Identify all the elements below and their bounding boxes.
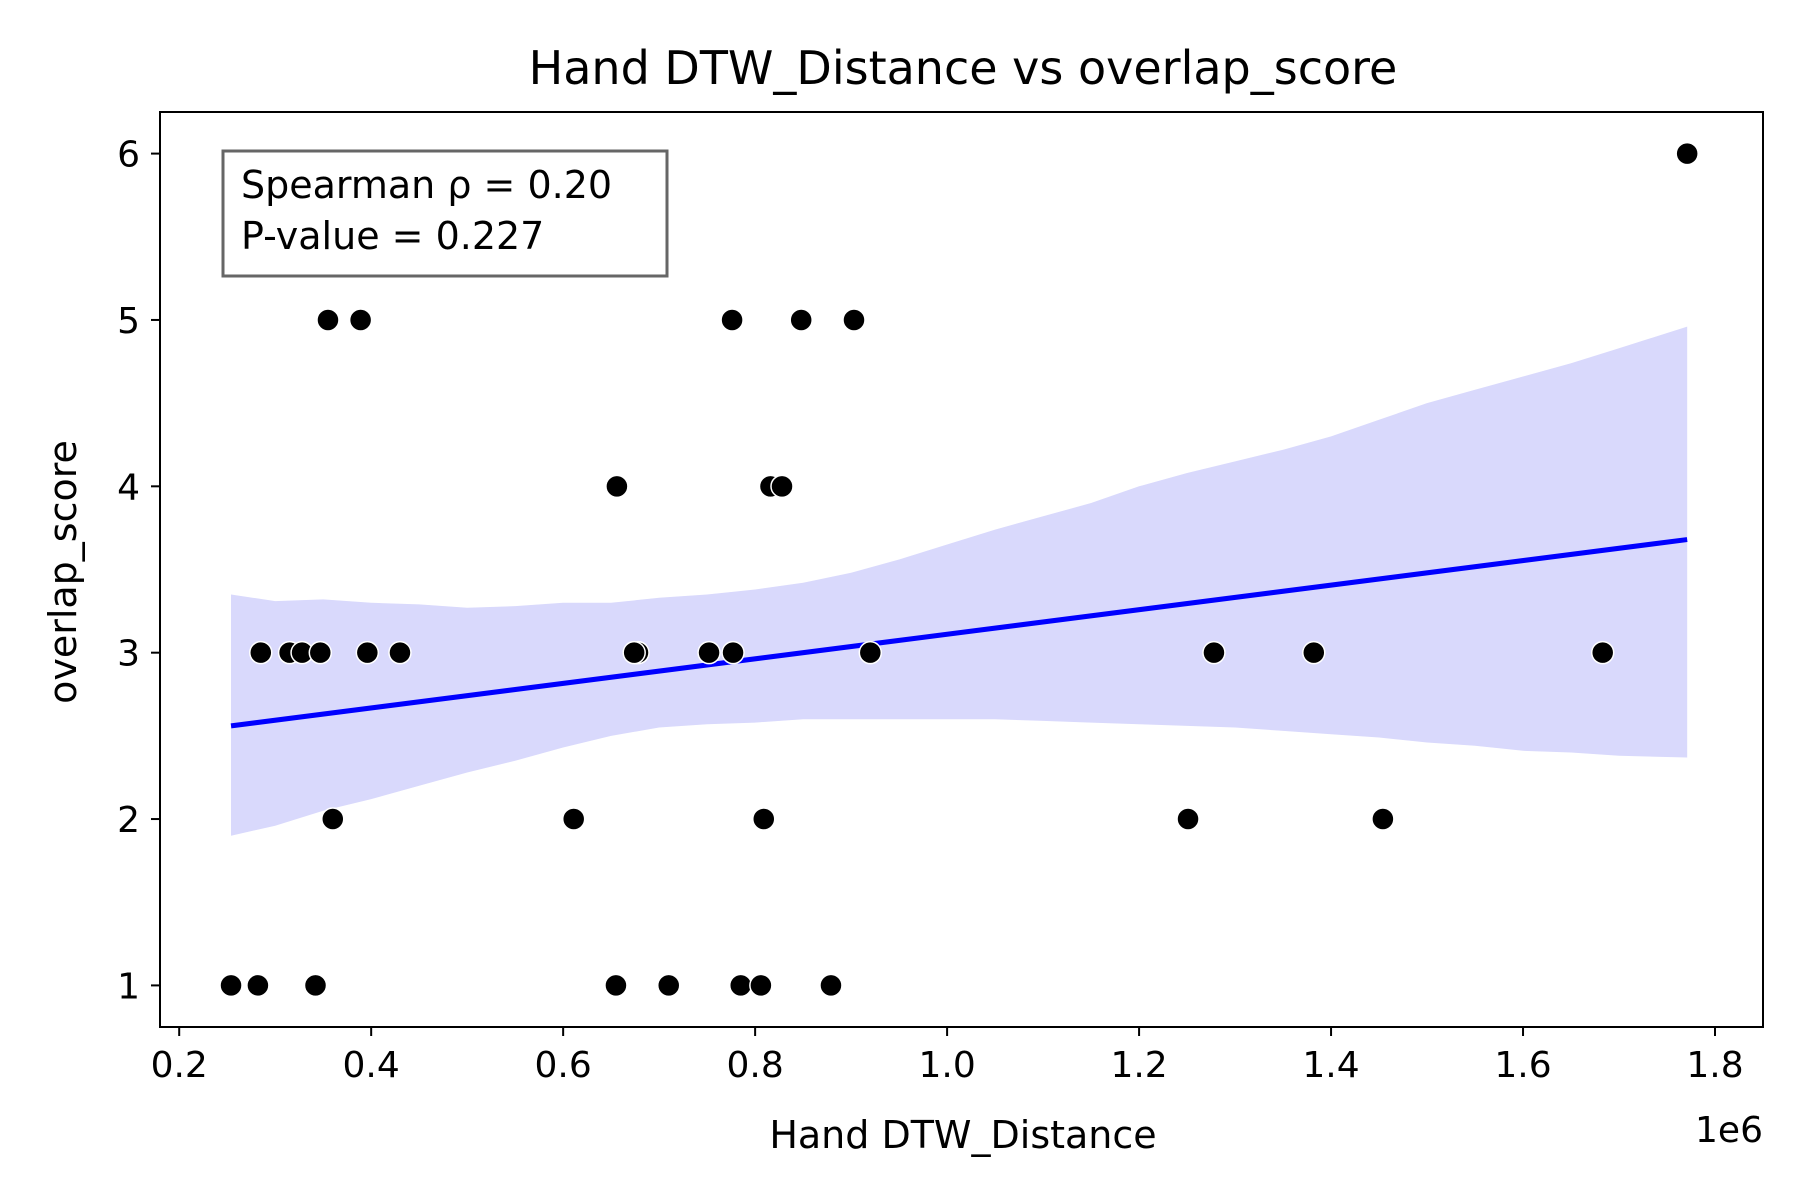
x-axis-ticks: 0.2 0.4 0.6 0.8 1.0 1.2 1.4 1.6 1.8: [151, 1027, 1744, 1086]
data-point: [1372, 808, 1394, 830]
data-point: [1303, 642, 1325, 664]
x-tick-label: 1.8: [1686, 1045, 1743, 1086]
data-point: [1177, 808, 1199, 830]
data-point: [698, 642, 720, 664]
x-axis-offset-label: 1e6: [1695, 1110, 1763, 1151]
y-tick-label: 1: [117, 966, 140, 1007]
y-tick-label: 4: [117, 467, 140, 508]
y-tick-label: 3: [117, 634, 140, 675]
data-point: [753, 808, 775, 830]
x-tick-label: 1.6: [1494, 1045, 1551, 1086]
data-point: [309, 642, 331, 664]
y-tick-label: 2: [117, 800, 140, 841]
data-point: [843, 309, 865, 331]
data-point: [730, 974, 752, 996]
data-point: [623, 642, 645, 664]
confidence-band: [231, 327, 1687, 836]
data-point: [750, 974, 772, 996]
data-point: [389, 642, 411, 664]
data-point: [317, 309, 339, 331]
data-point: [859, 642, 881, 664]
data-point: [250, 642, 272, 664]
data-point: [606, 475, 628, 497]
x-tick-label: 1.4: [1302, 1045, 1359, 1086]
y-axis-label: overlap_score: [41, 440, 85, 704]
x-tick-label: 0.8: [726, 1045, 783, 1086]
confidence-band-layer: [231, 327, 1687, 836]
y-axis-ticks: 1 2 3 4 5 6: [117, 135, 160, 1008]
data-point: [658, 974, 680, 996]
p-value-text: P-value = 0.227: [241, 214, 544, 258]
data-point: [356, 642, 378, 664]
x-tick-label: 0.6: [535, 1045, 592, 1086]
x-tick-label: 1.0: [918, 1045, 975, 1086]
x-tick-label: 0.4: [343, 1045, 400, 1086]
data-point: [220, 974, 242, 996]
data-point: [305, 974, 327, 996]
chart-title: Hand DTW_Distance vs overlap_score: [529, 41, 1398, 95]
data-point: [771, 475, 793, 497]
data-point: [247, 974, 269, 996]
spearman-text: Spearman ρ = 0.20: [241, 163, 612, 207]
data-point: [605, 974, 627, 996]
data-point: [721, 309, 743, 331]
y-tick-label: 5: [117, 301, 140, 342]
data-point: [1676, 143, 1698, 165]
x-axis-label: Hand DTW_Distance: [769, 1113, 1156, 1157]
data-point: [1592, 642, 1614, 664]
y-tick-label: 6: [117, 135, 140, 176]
data-point: [563, 808, 585, 830]
data-point: [322, 808, 344, 830]
x-tick-label: 1.2: [1110, 1045, 1167, 1086]
data-point: [1203, 642, 1225, 664]
data-point: [350, 309, 372, 331]
data-point: [722, 642, 744, 664]
x-tick-label: 0.2: [151, 1045, 208, 1086]
stats-annotation: Spearman ρ = 0.20 P-value = 0.227: [223, 151, 667, 276]
data-point: [790, 309, 812, 331]
data-point: [820, 974, 842, 996]
